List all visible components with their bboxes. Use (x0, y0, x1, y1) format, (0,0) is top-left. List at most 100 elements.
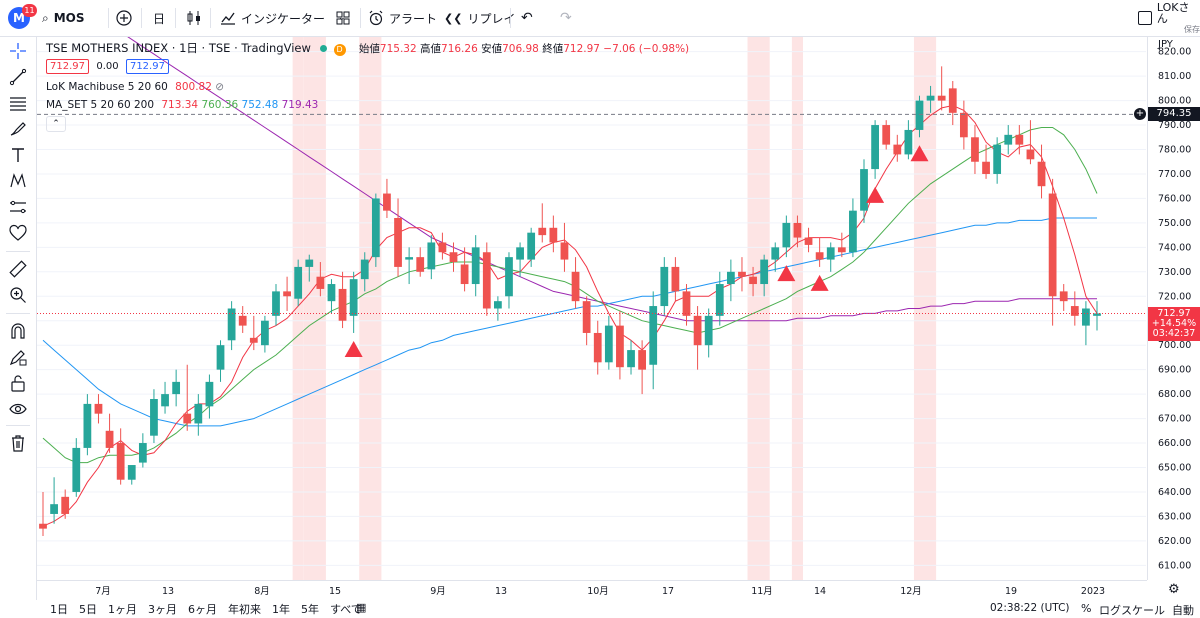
grid-icon (336, 11, 350, 25)
eye-icon (9, 403, 27, 415)
percent-toggle[interactable]: % (1081, 602, 1092, 615)
price-tick: 730.00 (1158, 267, 1191, 278)
buy-price[interactable]: 712.97 (125, 59, 169, 74)
candle (127, 465, 136, 480)
chart-type-button[interactable] (186, 0, 202, 36)
stay-drawing-tool[interactable] (8, 347, 28, 367)
candle (527, 232, 536, 260)
buy-signal-triangle (344, 340, 363, 357)
range-button[interactable]: 年初来 (228, 603, 261, 616)
signal-band (303, 37, 326, 580)
candle (860, 169, 868, 211)
collapse-legend-button[interactable]: ⌃ (46, 116, 66, 132)
clock[interactable]: 02:38:22 (UTC) (990, 602, 1070, 614)
time-tick: 7月 (95, 586, 111, 597)
candle (782, 222, 791, 248)
pattern-icon (10, 173, 26, 188)
candle (1004, 134, 1013, 145)
redo-button[interactable]: ↷ (560, 0, 572, 36)
log-scale-toggle[interactable]: ログスケール (1099, 604, 1165, 617)
candle (793, 222, 802, 238)
price-chart[interactable] (37, 37, 1146, 580)
candle (937, 95, 946, 101)
candle (294, 266, 303, 299)
pattern-tool[interactable] (8, 171, 28, 191)
range-button[interactable]: 1年 (272, 603, 290, 616)
indicator-legend-1[interactable]: LoK Machibuse 5 20 60 800.82 ⊘ (46, 81, 225, 93)
compare-button[interactable] (116, 0, 132, 36)
range-button[interactable]: 3ヶ月 (148, 603, 177, 616)
undo-button[interactable]: ↶ (521, 0, 533, 36)
visibility-tool[interactable] (8, 399, 28, 419)
add-alert-plus-icon[interactable]: + (1134, 108, 1146, 121)
alert-button[interactable]: アラート (368, 0, 437, 36)
replay-button[interactable]: ❮❮ リプレイ (444, 11, 516, 26)
rewind-icon: ❮❮ (444, 11, 463, 25)
candle (982, 161, 990, 174)
signal-band (747, 37, 770, 580)
range-button[interactable]: 6ヶ月 (188, 603, 217, 616)
crosshair-tool[interactable] (8, 41, 28, 61)
candle (216, 345, 225, 370)
range-button[interactable]: 5年 (301, 603, 319, 616)
candle (238, 315, 247, 326)
candle (638, 350, 646, 370)
symbol-search-button[interactable]: ⌕ MOS (42, 0, 85, 36)
text-icon (12, 148, 24, 162)
ma20-line (42, 127, 1098, 464)
settings-icon[interactable]: ⚙ (1168, 582, 1180, 597)
candle (205, 381, 214, 407)
indicators-button[interactable]: インジケーター ⌄ (220, 0, 346, 36)
trendline-tool[interactable] (8, 67, 28, 87)
icons-tool[interactable] (8, 223, 28, 243)
price-tick: 720.00 (1158, 291, 1191, 302)
layout-save-button[interactable]: LOKさん 保存 (1138, 0, 1200, 36)
goto-date-icon[interactable]: ▦ (356, 601, 367, 614)
text-tool[interactable] (8, 145, 28, 165)
price-axis[interactable]: 610.00 620.00 630.00 640.00 650.00 660.00 670.… (1147, 37, 1200, 597)
auto-scale-toggle[interactable]: 自動 (1172, 604, 1194, 617)
zoom-tool[interactable] (8, 285, 28, 305)
candle (971, 137, 979, 162)
status-dot (320, 45, 328, 52)
candle (438, 242, 447, 253)
open-value: 715.32 (379, 43, 417, 55)
candle (161, 394, 169, 407)
price-tick: 670.00 (1158, 414, 1191, 425)
buy-signal-triangle (777, 265, 796, 282)
time-tick: 2023 (1081, 586, 1105, 597)
price-tick: 610.00 (1158, 560, 1191, 571)
measure-tool[interactable] (8, 259, 28, 279)
candle (915, 100, 924, 130)
time-tick: 9月 (430, 586, 446, 597)
brush-tool[interactable] (8, 119, 28, 139)
price-tick: 680.00 (1158, 389, 1191, 400)
candle (72, 447, 81, 492)
price-tick: 770.00 (1158, 169, 1191, 180)
range-button[interactable]: 5日 (79, 603, 97, 616)
prediction-tool[interactable] (8, 197, 28, 217)
magnet-tool[interactable] (8, 321, 28, 341)
layouts-button[interactable] (336, 0, 350, 36)
price-tick: 620.00 (1158, 536, 1191, 547)
price-tick: 790.00 (1158, 120, 1191, 131)
crosshair-icon (10, 43, 26, 59)
interval-button[interactable]: 日 (153, 11, 166, 26)
range-button[interactable]: 1ヶ月 (108, 603, 137, 616)
candle (671, 266, 680, 292)
candle (837, 247, 846, 253)
time-axis[interactable]: 7月 13 8月 15 9月 13 10月 17 11月 14 12月 19 2023 (37, 580, 1147, 601)
currency-label[interactable]: JPY (1158, 39, 1173, 50)
indicator-legend-2[interactable]: MA_SET 5 20 60 200 713.34 760.36 752.48 … (46, 99, 319, 111)
price-tick: 800.00 (1158, 96, 1191, 107)
lock-tool[interactable] (8, 373, 28, 393)
low-value: 706.98 (502, 43, 539, 55)
range-button[interactable]: すべて (330, 603, 362, 616)
buy-signal-triangle (866, 186, 885, 203)
fib-tool[interactable] (8, 93, 28, 113)
sell-price[interactable]: 712.97 (46, 59, 89, 74)
buy-signal-triangle (810, 274, 829, 291)
delay-badge: D (333, 44, 346, 56)
range-button[interactable]: 1日 (50, 603, 68, 616)
delete-tool[interactable] (8, 433, 28, 453)
